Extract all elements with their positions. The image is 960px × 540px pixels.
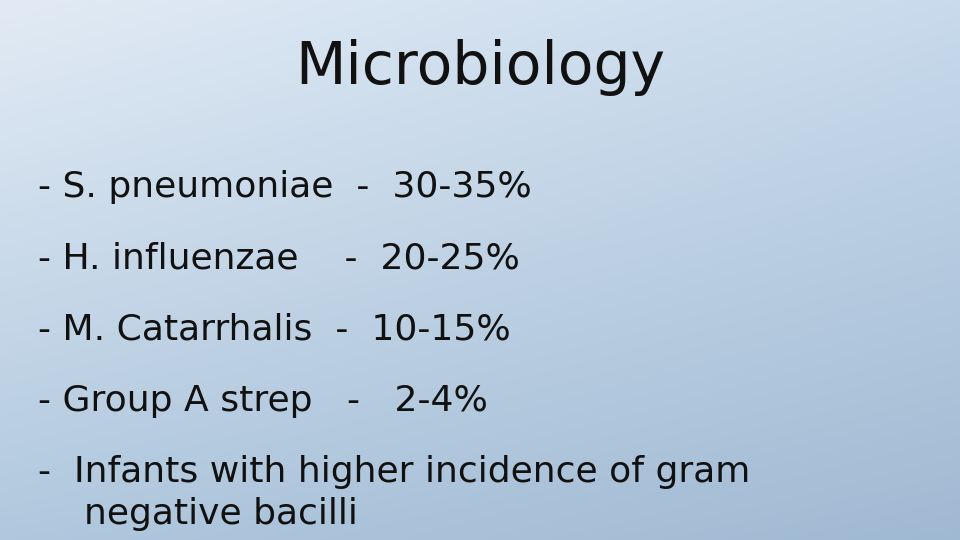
Text: - M. Catarrhalis  -  10-15%: - M. Catarrhalis - 10-15% <box>38 313 511 347</box>
Text: - S. pneumoniae  -  30-35%: - S. pneumoniae - 30-35% <box>38 170 532 204</box>
Text: - H. influenzae    -  20-25%: - H. influenzae - 20-25% <box>38 241 520 275</box>
Text: Microbiology: Microbiology <box>295 39 665 96</box>
Text: -  Infants with higher incidence of gram
    negative bacilli: - Infants with higher incidence of gram … <box>38 455 751 531</box>
Text: - Group A strep   -   2-4%: - Group A strep - 2-4% <box>38 384 489 418</box>
